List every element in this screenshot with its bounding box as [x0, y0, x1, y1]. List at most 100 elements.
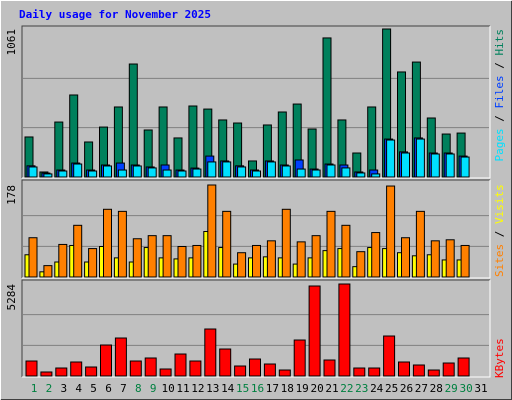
bar	[132, 165, 142, 178]
bar	[401, 152, 410, 178]
bar	[73, 163, 83, 178]
bar	[356, 172, 366, 178]
bar	[368, 367, 381, 377]
bar	[219, 348, 232, 377]
legend: Sites / Visits	[493, 184, 506, 277]
bar	[103, 208, 112, 278]
bar	[237, 252, 247, 278]
bar	[144, 357, 157, 377]
bar	[427, 369, 440, 377]
bar	[129, 360, 142, 377]
bar	[383, 335, 396, 377]
bar	[43, 265, 53, 278]
bar	[192, 244, 202, 278]
bar	[460, 244, 470, 278]
panel-edge-light	[22, 180, 491, 279]
bar	[162, 235, 172, 278]
bar	[326, 210, 336, 278]
bar	[371, 173, 381, 178]
x-tick-label: 3	[60, 382, 67, 395]
bar	[323, 359, 336, 377]
x-tick-label: 23	[355, 382, 368, 395]
bar	[40, 371, 53, 377]
x-tick-label: 30	[459, 382, 472, 395]
bar	[252, 170, 261, 178]
bar	[162, 169, 172, 178]
legend-entry: Pages	[493, 128, 506, 161]
bar	[401, 237, 410, 278]
x-tick-label: 4	[75, 382, 82, 395]
bar	[445, 153, 455, 178]
panel-edge-light	[22, 280, 491, 378]
x-tick-label: 5	[90, 382, 97, 395]
x-tick-label: 9	[150, 382, 157, 395]
legend: Pages / Files / Hits	[493, 29, 506, 162]
legend-entry: Files	[493, 75, 506, 108]
bar	[415, 138, 425, 178]
bar	[222, 161, 232, 178]
x-tick-label: 18	[281, 382, 294, 395]
x-tick-label: 28	[430, 382, 443, 395]
bar	[430, 240, 440, 278]
x-tick-label: 13	[206, 382, 219, 395]
bar	[55, 367, 68, 377]
bar	[70, 361, 83, 377]
x-tick-label: 8	[135, 382, 142, 395]
bar	[326, 164, 336, 178]
y-tick-label: 178	[5, 185, 18, 205]
bar	[204, 328, 217, 377]
legend-entry: Visits	[493, 184, 506, 224]
bar	[415, 210, 425, 278]
bar	[103, 165, 112, 178]
x-tick-label: 17	[266, 382, 279, 395]
x-tick-label: 11	[176, 382, 189, 395]
bar	[177, 246, 187, 278]
legend: KBytes	[493, 338, 506, 378]
bar	[222, 210, 232, 278]
bar	[54, 121, 64, 178]
x-tick-label: 26	[400, 382, 413, 395]
legend-entry: Sites	[493, 244, 506, 277]
bar	[128, 63, 138, 178]
x-tick-label: 2	[46, 382, 53, 395]
bar	[177, 170, 187, 178]
x-tick-label: 7	[120, 382, 127, 395]
bar	[296, 241, 306, 278]
bar	[189, 360, 202, 377]
bar	[132, 238, 142, 278]
bar	[322, 37, 332, 178]
bar	[353, 367, 366, 377]
legend-separator: /	[493, 56, 506, 76]
bar	[174, 353, 187, 377]
bar	[159, 368, 172, 377]
x-tick-label: 10	[161, 382, 174, 395]
bar	[338, 283, 351, 377]
bar	[117, 210, 127, 278]
x-tick-label: 16	[251, 382, 264, 395]
bar	[237, 166, 247, 178]
bar	[43, 173, 53, 178]
x-tick-label: 27	[415, 382, 428, 395]
x-tick-label: 20	[310, 382, 323, 395]
bar	[188, 105, 198, 178]
x-tick-label: 22	[340, 382, 353, 395]
bar	[460, 156, 470, 178]
bar	[263, 363, 276, 377]
bar	[192, 168, 202, 178]
bar	[234, 365, 247, 377]
x-tick-label: 12	[191, 382, 204, 395]
x-tick-label: 19	[296, 382, 309, 395]
bar	[252, 244, 261, 278]
x-tick-label: 15	[236, 382, 249, 395]
panel-edge-dark	[21, 25, 490, 178]
legend-separator: /	[493, 224, 506, 244]
bar	[341, 224, 351, 278]
bar	[28, 237, 38, 278]
bar	[147, 235, 157, 278]
bar	[308, 285, 321, 377]
bar	[207, 184, 217, 278]
bar	[207, 161, 217, 178]
bar	[28, 166, 38, 178]
bar	[311, 235, 321, 278]
